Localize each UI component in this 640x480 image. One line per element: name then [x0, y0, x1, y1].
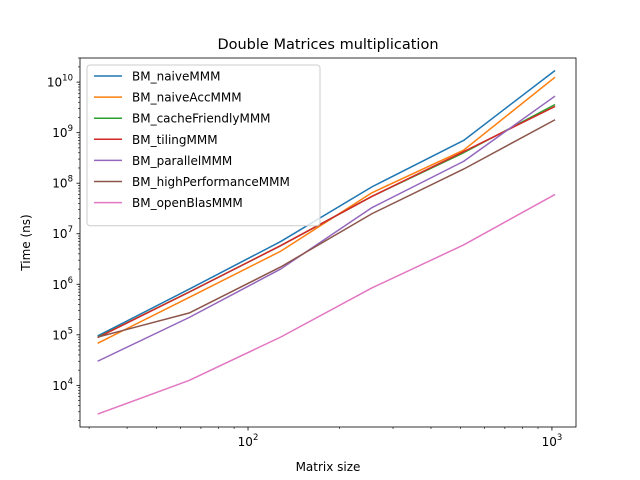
- series-line-5: [97, 95, 556, 362]
- y-tick-label: 104: [52, 377, 73, 393]
- x-tick-label: 103: [542, 433, 563, 449]
- legend-label: BM_openBlasMMM: [132, 196, 243, 210]
- series-line-7: [97, 193, 556, 415]
- y-axis-title: Time (ns): [19, 214, 33, 271]
- series-line-4: [97, 105, 556, 339]
- series-line-6: [97, 119, 556, 338]
- plot-lines: [97, 69, 556, 415]
- legend-label: BM_highPerformanceMMM: [132, 175, 290, 189]
- series-line-1: [97, 69, 556, 337]
- legend-box: [86, 64, 321, 227]
- plot-frame: [79, 57, 577, 428]
- series-line-2: [97, 76, 556, 344]
- legend-label: BM_parallelMMM: [132, 154, 232, 168]
- x-tick-label: 102: [238, 433, 259, 449]
- legend-label: BM_tilingMMM: [132, 133, 218, 147]
- x-axis-ticks: 102 103: [88, 427, 563, 449]
- legend-label: BM_naiveMMM: [132, 70, 220, 84]
- legend-label: BM_naiveAccMMM: [132, 91, 242, 105]
- legend-label: BM_cacheFriendlyMMM: [132, 112, 271, 126]
- y-tick-label: 107: [52, 225, 73, 241]
- y-tick-label: 1010: [47, 74, 73, 90]
- legend: BM_naiveMMM BM_naiveAccMMM BM_cacheFriendl…: [86, 64, 321, 227]
- chart-title: Double Matrices multiplication: [217, 37, 438, 53]
- y-tick-label: 108: [52, 175, 73, 191]
- y-axis-ticks: 104 105 106 107 108 109 1010: [47, 57, 80, 421]
- y-tick-label: 109: [52, 124, 73, 140]
- x-axis-title: Matrix size: [296, 460, 361, 474]
- y-tick-label: 106: [52, 276, 73, 292]
- y-tick-label: 105: [52, 326, 73, 342]
